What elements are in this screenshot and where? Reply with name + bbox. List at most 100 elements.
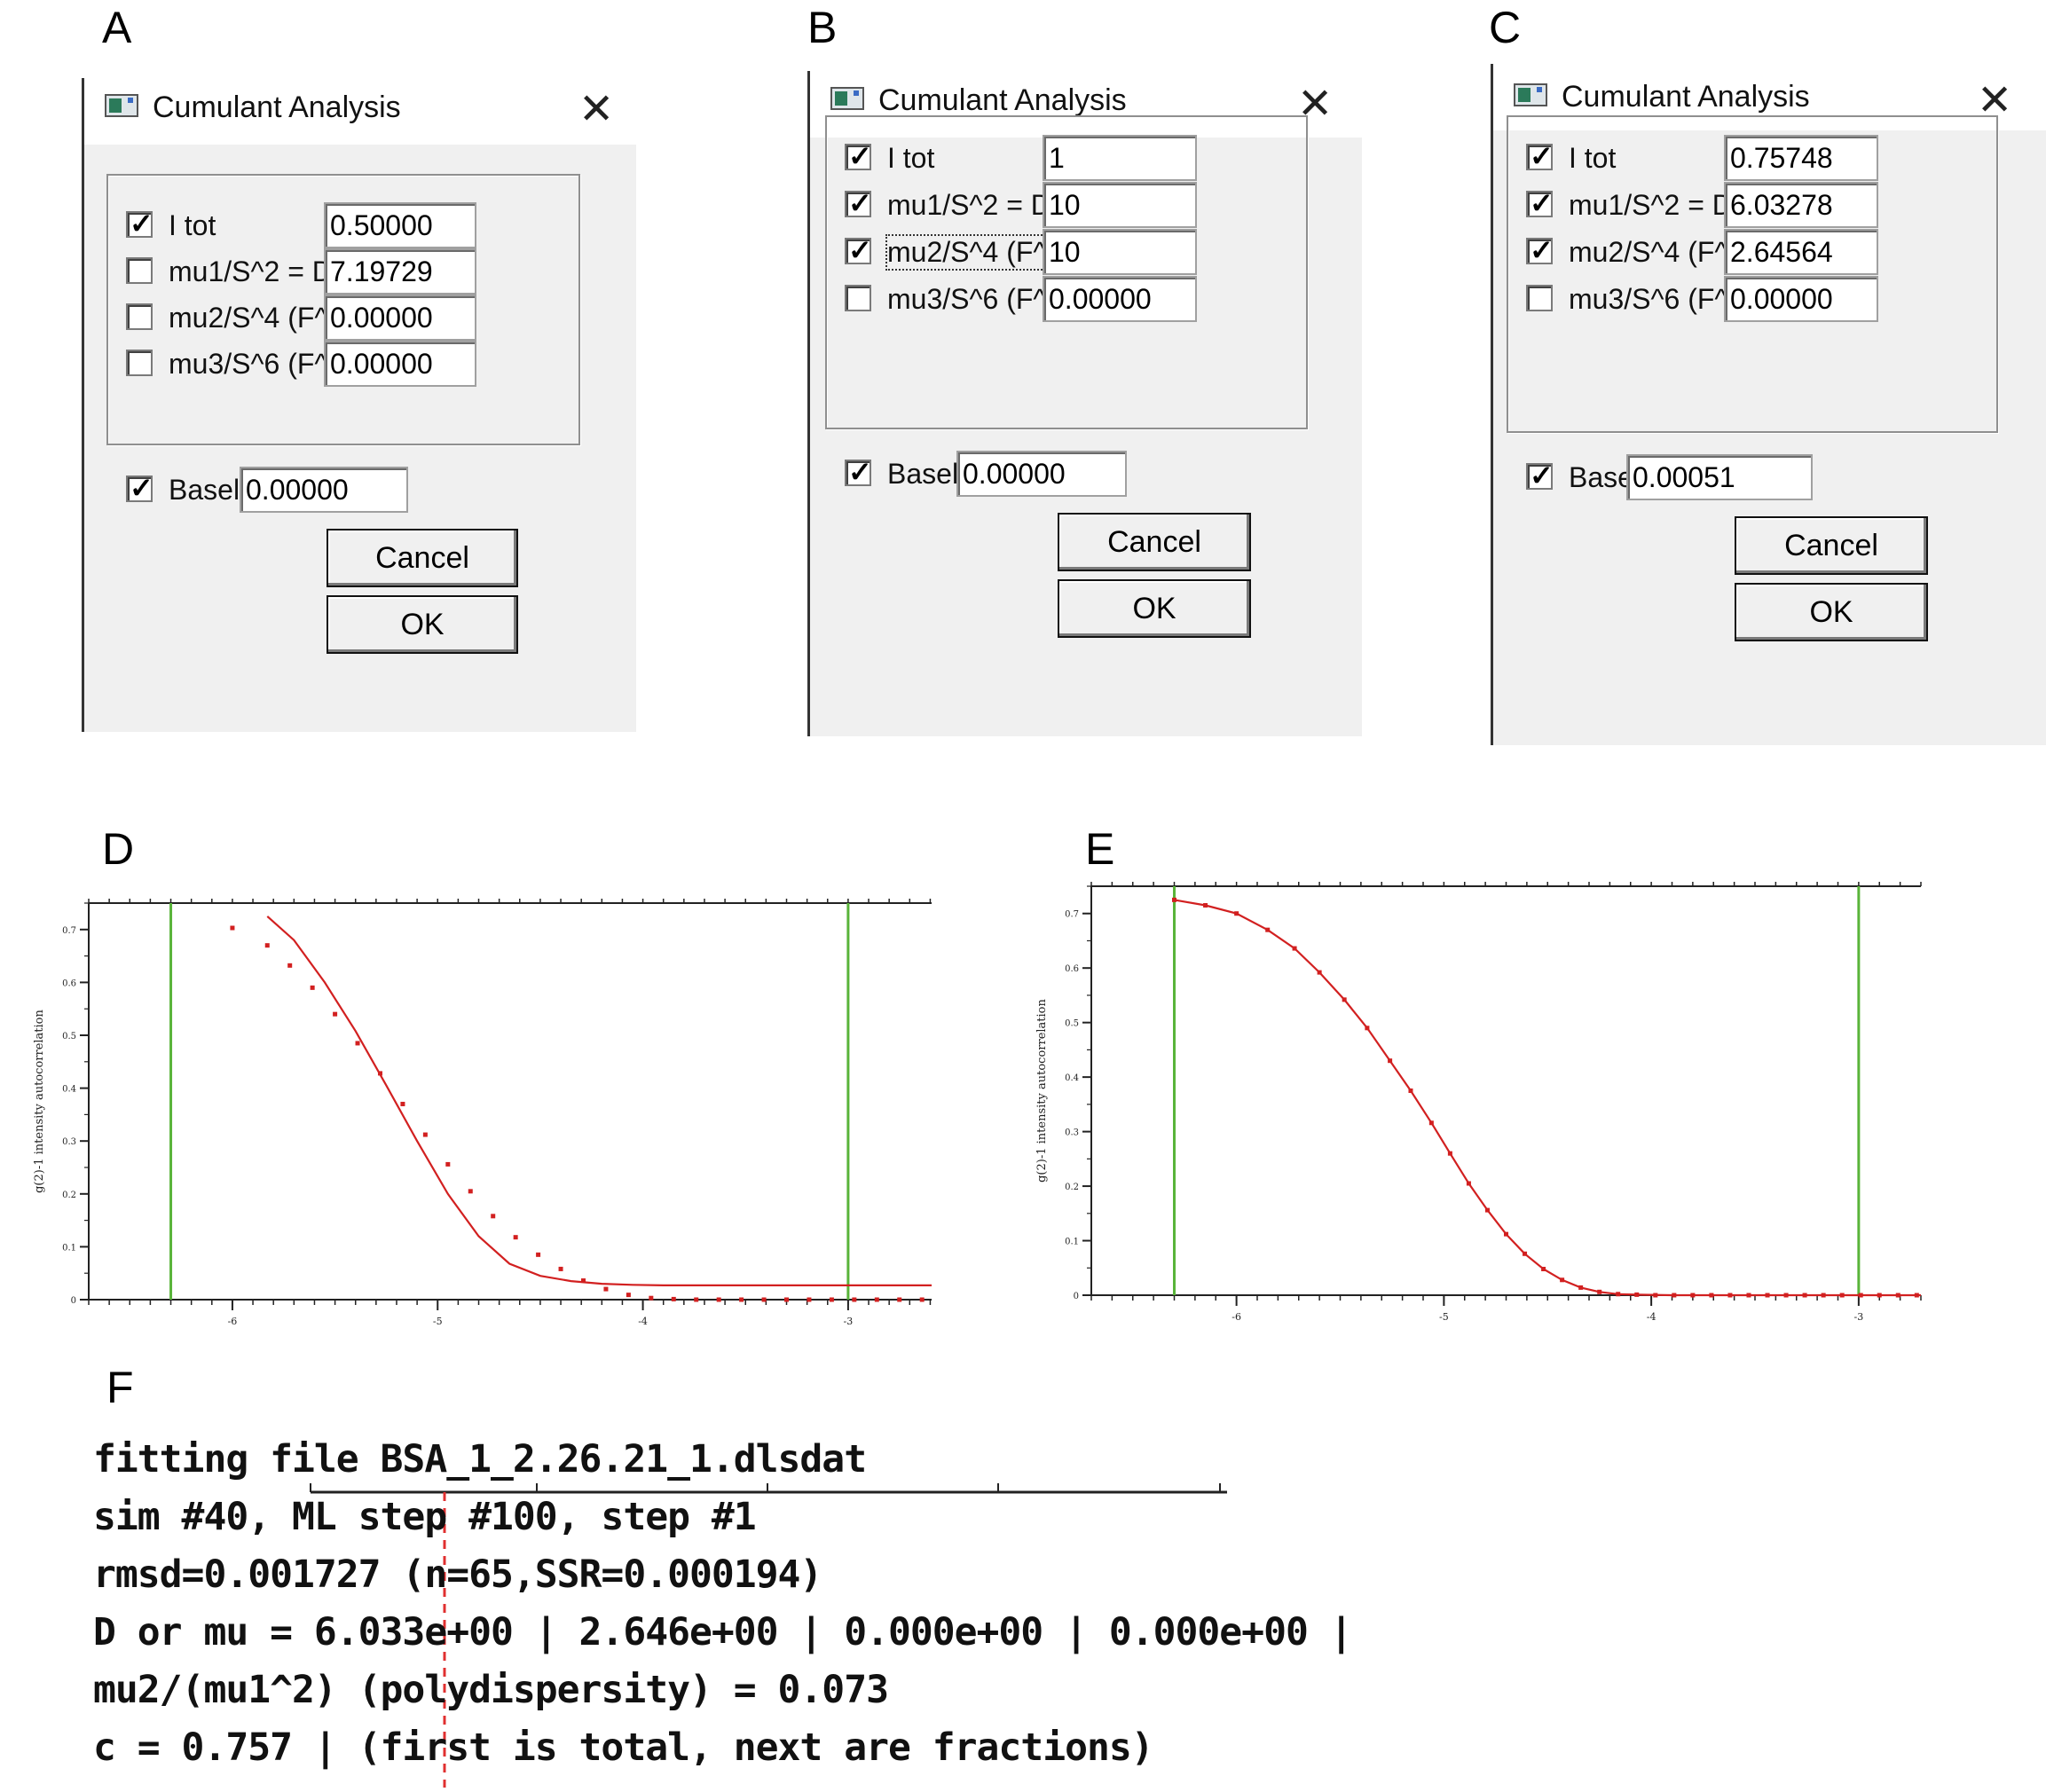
checkmark-icon: ✓: [1530, 460, 1554, 491]
data-point: [580, 1278, 586, 1284]
dialog-title: Cumulant Analysis: [878, 83, 1127, 117]
param-value-field-1[interactable]: 0.75748: [1724, 135, 1878, 181]
title-bar-c[interactable]: [1491, 64, 2046, 130]
data-point: [716, 1297, 721, 1302]
y-axis-label: g(2)-1 intensity autocorrelation: [1035, 998, 1049, 1182]
y-tick-label: 0.4: [1065, 1073, 1079, 1083]
param-value-field-1[interactable]: 0.50000: [324, 202, 476, 248]
y-tick-label: 0.6: [1065, 964, 1079, 974]
plot-e-svg: -6 -5 -4 -3 0 0.1 0.2 0.3 0.4 0.5 0.6 0.7 g(2)-1 int…: [1035, 882, 1922, 1323]
ok-button[interactable]: OK: [1735, 583, 1928, 641]
data-point: [807, 1297, 812, 1302]
baseline-value-field[interactable]: 0.00000: [240, 467, 408, 513]
checkbox-row-3[interactable]: ✓: [845, 234, 872, 266]
parameters-groupbox: [1507, 115, 1998, 433]
param-label-4: mu3/S^6 (F^3): [887, 283, 1072, 315]
console-line-3: rmsd=0.001727 (n=65,SSR=0.000194): [93, 1552, 822, 1597]
param-value-field-3[interactable]: 2.64564: [1724, 229, 1878, 275]
checkmark-icon: ✓: [130, 472, 153, 504]
console-overlay-axis: [310, 1483, 1227, 1788]
y-tick-label: 0.3: [1065, 1128, 1079, 1138]
window-edge-c: [1491, 64, 1493, 745]
checkbox-row-1[interactable]: ✓: [1526, 140, 1554, 172]
data-point: [445, 1161, 451, 1167]
plot-d-svg: -6 -5 -4 -3 0 0.1 0.2 0.3 0.4 0.5 0.6 0.7 g(2)-1 int…: [33, 899, 940, 1327]
checkbox-row-1[interactable]: ✓: [845, 140, 872, 172]
cancel-button[interactable]: Cancel: [327, 529, 518, 587]
param-label-3: mu2/S^4 (F^2): [169, 302, 353, 334]
data-point: [739, 1297, 744, 1302]
data-point: [1172, 897, 1176, 902]
data-point: [649, 1295, 654, 1301]
checkbox-row-4[interactable]: [845, 285, 871, 311]
checkbox-row-3[interactable]: [126, 303, 153, 330]
panel-label-a: A: [102, 3, 132, 52]
param-value-field-3[interactable]: 10: [1043, 229, 1197, 275]
checkbox-row-2[interactable]: ✓: [1526, 187, 1554, 219]
baseline-value-field[interactable]: 0.00051: [1626, 454, 1813, 500]
baseline-checkbox[interactable]: ✓: [1526, 460, 1554, 491]
dialog-title: Cumulant Analysis: [1562, 80, 1810, 114]
data-point: [694, 1297, 699, 1302]
panel-label-d: D: [102, 824, 135, 874]
data-point: [310, 985, 315, 990]
y-tick-label: 0.2: [62, 1191, 76, 1200]
fit-curve: [1174, 899, 1921, 1297]
title-bar-b[interactable]: [807, 71, 1362, 138]
close-icon[interactable]: ✕: [1977, 77, 2013, 124]
checkmark-icon: ✓: [130, 208, 153, 240]
ok-button[interactable]: OK: [1058, 579, 1251, 638]
checkbox-row-1[interactable]: ✓: [126, 208, 153, 240]
param-label-1: I tot: [887, 142, 935, 174]
checkmark-icon: ✓: [848, 187, 872, 219]
x-tick-label: -5: [433, 1316, 443, 1326]
close-icon[interactable]: ✕: [578, 86, 615, 133]
checkbox-row-4[interactable]: [126, 350, 153, 376]
parameters-groupbox: [106, 174, 580, 445]
checkbox-row-4[interactable]: [1526, 285, 1553, 311]
dialog-title: Cumulant Analysis: [153, 90, 401, 124]
param-label-3: mu2/S^4 (F^2): [885, 234, 1074, 271]
data-point: [626, 1293, 631, 1298]
param-label-1: I tot: [1569, 142, 1617, 174]
plot-e: -6 -5 -4 -3 0 0.1 0.2 0.3 0.4 0.5 0.6 0.7 g(2)-1 int…: [1020, 874, 1925, 1326]
cumulant-dialog-c: Cumulant Analysis ✕ ✓ I tot 0.75748 ✓ mu1/S^2 …: [1491, 64, 2046, 745]
console-line-5: mu2/(mu1^2) (polydispersity) = 0.073: [93, 1668, 889, 1712]
checkbox-row-2[interactable]: [126, 257, 153, 284]
param-value-field-3[interactable]: 0.00000: [324, 295, 476, 341]
param-value-field-2[interactable]: 10: [1043, 182, 1197, 228]
param-label-1: I tot: [169, 209, 216, 241]
ok-button[interactable]: OK: [327, 595, 518, 654]
data-point: [422, 1132, 428, 1137]
checkbox-row-3[interactable]: ✓: [1526, 234, 1554, 266]
console-line-4: D or mu = 6.033e+00 | 2.646e+00 | 0.000e…: [93, 1610, 1353, 1654]
x-tick-label: -5: [1439, 1311, 1449, 1323]
cancel-button[interactable]: Cancel: [1735, 516, 1928, 575]
param-value-field-2[interactable]: 7.19729: [324, 248, 476, 295]
param-label-4: mu3/S^6 (F^3): [1569, 283, 1753, 315]
window-app-icon: [830, 87, 864, 110]
param-value-field-2[interactable]: 6.03278: [1724, 182, 1878, 228]
cancel-button[interactable]: Cancel: [1058, 513, 1251, 571]
param-value-field-4[interactable]: 0.00000: [1043, 276, 1197, 322]
window-app-icon: [105, 94, 138, 117]
param-value-field-4[interactable]: 0.00000: [1724, 276, 1878, 322]
cumulant-dialog-b: Cumulant Analysis ✕ ✓ I tot 1 ✓ mu1/S^2 = Dz (…: [807, 71, 1362, 736]
checkbox-row-2[interactable]: ✓: [845, 187, 872, 219]
checkmark-icon: ✓: [848, 234, 872, 266]
y-tick-label: 0.7: [62, 926, 76, 936]
y-tick-label: 0.4: [62, 1085, 76, 1095]
param-value-field-4[interactable]: 0.00000: [324, 341, 476, 387]
y-axis-label: g(2)-1 intensity autocorrelation: [33, 1009, 46, 1192]
baseline-value-field[interactable]: 0.00000: [956, 451, 1127, 497]
param-label-4: mu3/S^6 (F^3): [169, 348, 353, 380]
console-line-6: c = 0.757 | (first is total, next are fr…: [93, 1725, 1154, 1770]
close-icon[interactable]: ✕: [1297, 81, 1334, 128]
title-bar-a[interactable]: [82, 78, 636, 145]
baseline-checkbox[interactable]: ✓: [126, 472, 153, 504]
param-value-field-1[interactable]: 1: [1043, 135, 1197, 181]
data-point: [874, 1297, 879, 1302]
baseline-checkbox[interactable]: ✓: [845, 456, 872, 488]
data-point: [671, 1296, 676, 1301]
data-point: [784, 1297, 790, 1302]
